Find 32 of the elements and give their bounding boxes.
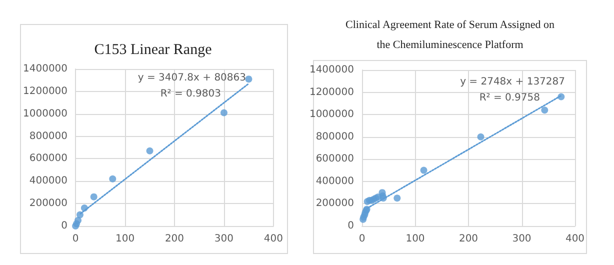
x-tick-label: 0 [72,234,79,244]
y-tick-label: 800000 [316,131,354,142]
x-tick-label: 300 [512,234,532,244]
annotation: y = 3407.8x + 80863 [138,72,246,84]
y-tick-label: 1200000 [22,86,68,97]
y-tick-label: 400000 [316,176,354,187]
y-tick-label: 600000 [316,154,354,165]
annotation: y = 2748x + 137287 [460,76,566,88]
y-tick-label: 1000000 [22,108,68,120]
x-tick-label: 100 [406,234,425,244]
y-tick-label: 200000 [29,198,68,210]
y-tick-label: 600000 [29,153,68,164]
y-tick-label: 0 [61,220,68,232]
annotation: R² = 0.9758 [479,92,540,104]
y-tick-label: 1200000 [309,86,354,98]
chart-title: C153 Linear Range [94,42,212,58]
x-tick-label: 100 [115,234,135,244]
y-tick-label: 0 [348,220,354,232]
x-tick-label: 0 [358,234,366,244]
y-tick-label: 1400000 [309,64,354,76]
y-tick-label: 1000000 [309,109,354,120]
y-tick-label: 400000 [29,176,68,187]
x-tick-label: 400 [264,234,284,244]
chart-title: Clinical Agreement Rate of Serum Assigned on the Chemiluminescence Platform [346,19,555,51]
y-tick-label: 800000 [29,130,68,142]
x-tick-label: 400 [565,234,585,244]
annotation: R² = 0.9803 [160,88,222,100]
y-tick-label: 200000 [316,198,354,210]
x-tick-label: 200 [458,234,478,244]
x-tick-label: 200 [164,234,184,244]
y-tick-label: 1400000 [22,64,68,74]
x-tick-label: 300 [214,234,234,244]
